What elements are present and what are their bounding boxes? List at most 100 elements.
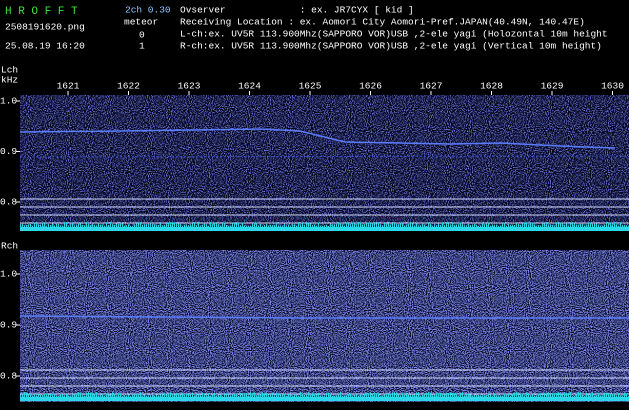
spectrum-bar (516, 392, 517, 397)
spectrum-bar (278, 225, 279, 227)
spectrum-bar (472, 395, 473, 397)
spectrum-bar (238, 222, 239, 227)
spectrum-bar (412, 395, 413, 397)
spectrum-bar (112, 392, 113, 397)
spectrum-bar (196, 394, 197, 397)
unit-label: kHz (1, 75, 18, 86)
spectrum-bar (566, 223, 567, 227)
spectrum-bar (228, 394, 229, 397)
spectrum-bar (438, 393, 439, 397)
spectrum-bar (344, 225, 345, 227)
spectrum-bar (150, 222, 151, 227)
spectrum-bar (70, 224, 71, 227)
spectrum-bar (62, 225, 63, 227)
spectrum-bar (454, 393, 455, 397)
spectrum-bar (586, 392, 587, 397)
spectrum-bar (428, 222, 429, 227)
spectrum-bar (566, 393, 567, 397)
spectrum-bar (268, 394, 269, 397)
spectrum-bar (350, 393, 351, 397)
spectrum-bar (56, 395, 57, 397)
spectrum-bar (462, 392, 463, 397)
spectrum-bar (284, 393, 285, 397)
spectrum-bar (366, 223, 367, 227)
spectrum-bar (350, 224, 351, 227)
spectrum-bar (384, 394, 385, 397)
spectrum-bar (200, 225, 201, 227)
spectrum-bar (124, 395, 125, 397)
spectrum-bar (138, 223, 139, 227)
spectrum-bar (616, 224, 617, 227)
spectrum-bar (292, 395, 293, 397)
spectrum-bar (134, 224, 135, 227)
spectrum-bar (520, 393, 521, 397)
spectrum-bar (404, 225, 405, 227)
spectrum-bar (262, 392, 263, 397)
lch-signal-faint (19, 155, 629, 158)
spectrum-bar (580, 392, 581, 397)
spectrum-bar (296, 225, 297, 227)
rch-noise (20, 250, 629, 402)
spectrum-bar (556, 392, 557, 397)
spectrum-bar (612, 393, 613, 397)
meteor-count: 0 (139, 30, 145, 41)
spectrum-bar (336, 395, 337, 397)
spectrum-bar (614, 222, 615, 227)
spectrum-bar (68, 395, 69, 397)
spectrum-bar (176, 223, 177, 227)
spectrum-bar (114, 225, 115, 227)
spectrum-bar (174, 394, 175, 397)
spectrum-bar (168, 393, 169, 397)
spectrum-bar (168, 222, 169, 227)
spectrum-bar (314, 224, 315, 227)
spectrum-bar (148, 224, 149, 227)
spectrum-bar (430, 392, 431, 397)
spectrum-bar (106, 393, 107, 397)
spectrum-bar (346, 222, 347, 227)
spectrum-bar (240, 392, 241, 397)
spectrum-bar (374, 222, 375, 227)
spectrum-bar (496, 395, 497, 397)
spectrum-bar (568, 225, 569, 227)
spectrum-bar (126, 395, 127, 397)
spectrum-bar (232, 394, 233, 397)
spectrum-bar (146, 395, 147, 397)
spectrum-bar (466, 394, 467, 397)
spectrum-bar (72, 222, 73, 227)
spectrum-bar (592, 223, 593, 227)
spectrum-bar (64, 395, 65, 397)
spectrum-bar (194, 223, 195, 227)
spectrum-bar (222, 395, 223, 397)
spectrum-bar (434, 224, 435, 227)
time-label: 1629 (541, 81, 564, 92)
spectrum-bar (386, 393, 387, 397)
spectrum-bar (594, 395, 595, 397)
spectrum-bar (204, 223, 205, 227)
spectrum-bar (276, 392, 277, 397)
spectrum-bar (120, 393, 121, 397)
spectrum-bar (308, 392, 309, 397)
spectrum-bar (162, 225, 163, 227)
spectrum-bar (242, 394, 243, 397)
spectrum-bar (42, 222, 43, 227)
spectrum-bar (96, 392, 97, 397)
channel-label: Rch (1, 241, 18, 252)
spectrum-bar (48, 224, 49, 227)
spectrum-bar (340, 223, 341, 227)
spectrum-bar (468, 394, 469, 397)
spectrum-bar (518, 224, 519, 227)
spectrum-bar (260, 224, 261, 227)
spectrum-bar (152, 394, 153, 397)
spectrum-bar (624, 225, 625, 227)
spectrum-bar (604, 224, 605, 227)
spectrum-bar (438, 223, 439, 227)
spectrum-bar (318, 222, 319, 227)
spectrum-bar (176, 393, 177, 397)
spectrum-bar (604, 392, 605, 397)
spectrum-bar (338, 222, 339, 227)
spectrum-bar (436, 225, 437, 227)
spectrum-bar (242, 222, 243, 227)
time-label: 1630 (601, 81, 624, 92)
spectrum-bar (324, 225, 325, 227)
spectrum-bar (148, 395, 149, 397)
